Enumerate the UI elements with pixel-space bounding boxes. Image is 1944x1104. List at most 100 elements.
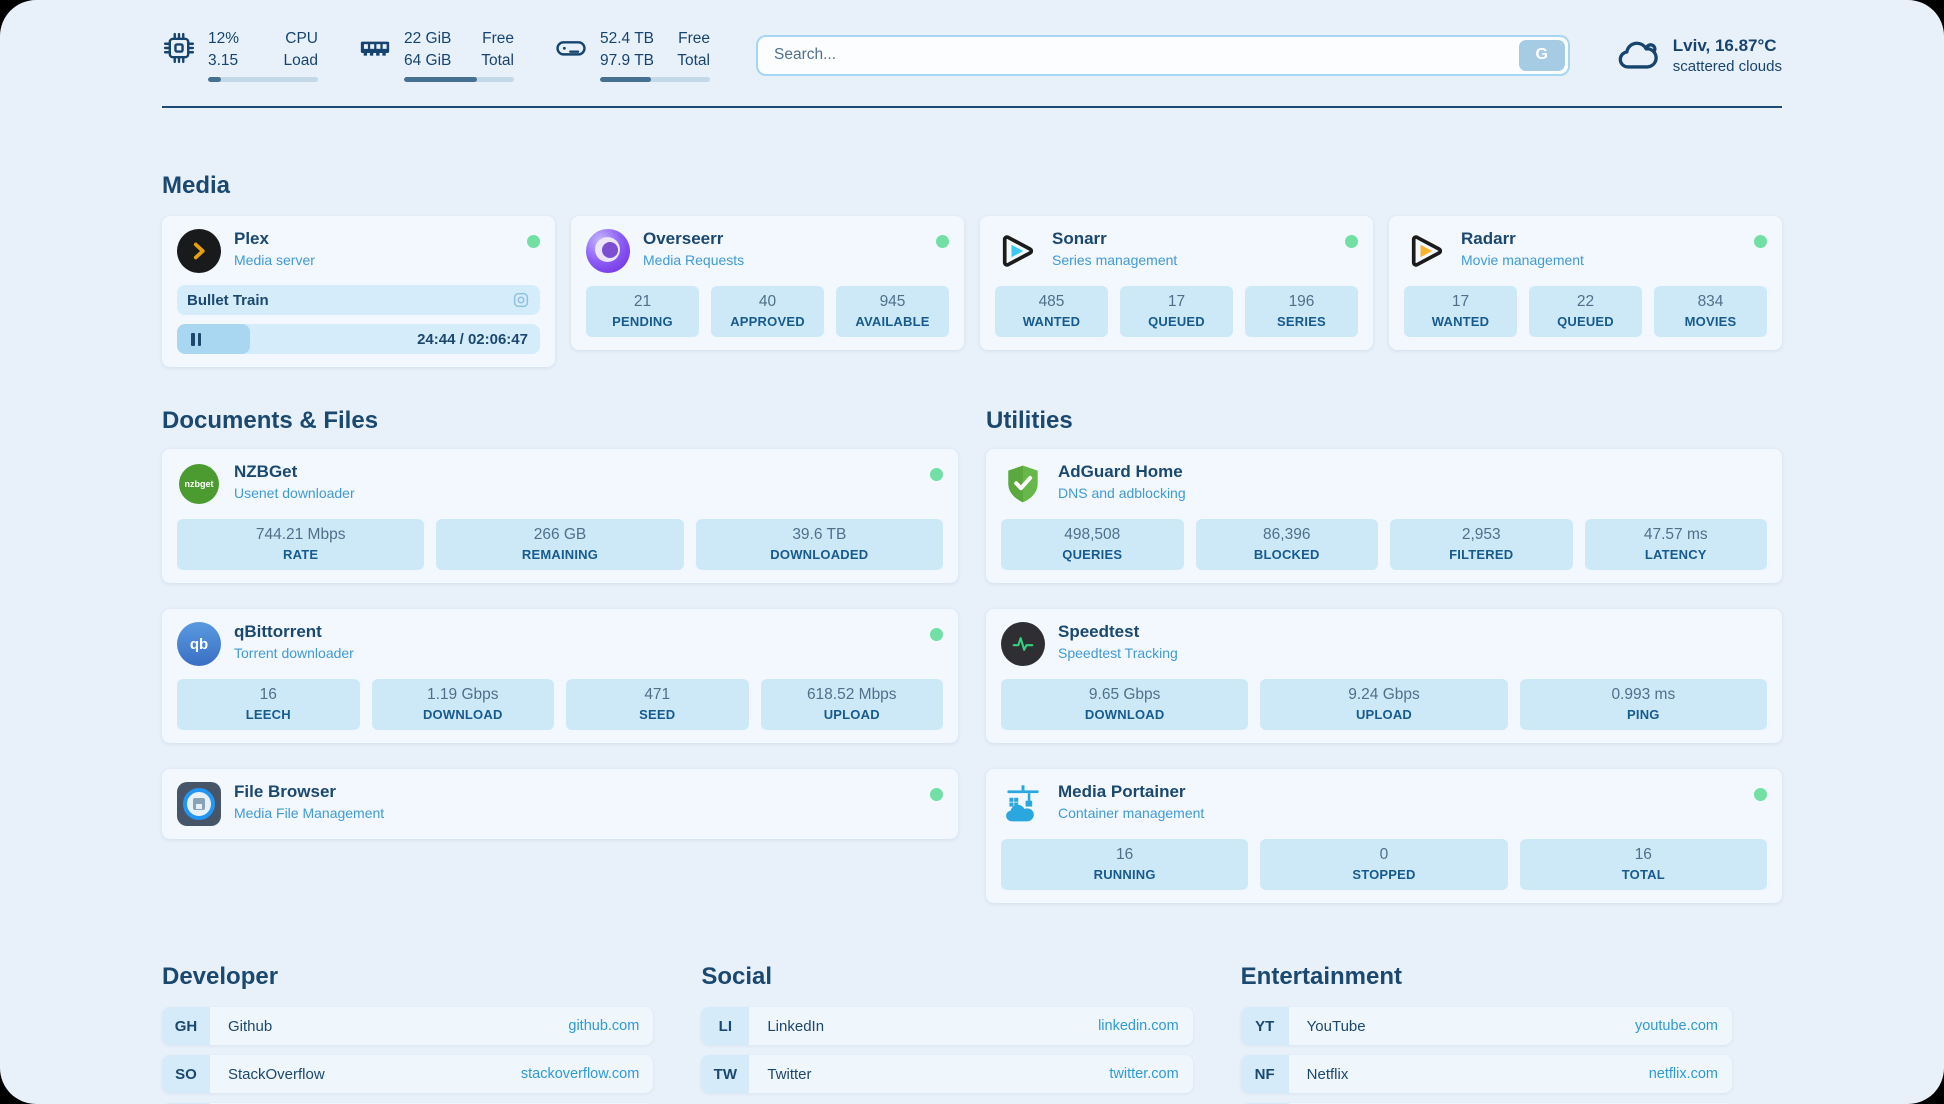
service-name: Speedtest (1058, 622, 1140, 642)
status-dot (936, 235, 949, 249)
radarr-icon (1404, 229, 1448, 273)
now-playing-row: Bullet Train (177, 285, 540, 316)
status-dot (1345, 235, 1358, 249)
service-card-overseerr[interactable]: Overseerr Media Requests 21 PENDING 40 A… (571, 216, 964, 351)
stat-movies: 834 MOVIES (1654, 286, 1767, 338)
service-card-filebrowser[interactable]: File Browser Media File Management (162, 769, 958, 840)
bookmark-abbr: NF (1240, 1055, 1289, 1094)
stat-remaining: 266 GB REMAINING (436, 519, 684, 571)
section-title-utilities: Utilities (986, 407, 1073, 435)
search-input[interactable] (756, 34, 1570, 76)
section-title-media: Media (162, 172, 231, 200)
bookmark-youtube[interactable]: YT YouTube youtube.com (1240, 1007, 1732, 1046)
bookmark-github[interactable]: GH Github github.com (162, 1007, 654, 1046)
bookmark-url: youtube.com (1634, 1018, 1718, 1035)
disk-widget: 52.4 TB 97.9 TB Free Total (554, 28, 710, 83)
service-name: NZBGet (234, 462, 298, 482)
cloud-icon (1618, 41, 1658, 69)
bookmark-url: stackoverflow.com (520, 1066, 640, 1083)
disk-total-value: 97.9 TB (600, 51, 655, 69)
section-title-documents: Documents & Files (162, 407, 379, 435)
disk-icon (556, 41, 586, 56)
bookmark-name: Github (228, 1017, 273, 1035)
service-card-qbittorrent[interactable]: qb qBittorrent Torrent downloader 16 LEE… (162, 609, 958, 744)
stat-download: 1.19 Gbps DOWNLOAD (371, 679, 554, 731)
stat-seed: 471 SEED (566, 679, 749, 731)
service-card-sonarr[interactable]: Sonarr Series management 485 WANTED 17 Q… (980, 216, 1373, 351)
service-card-nzbget[interactable]: nzbget NZBGet Usenet downloader 744.21 M… (162, 449, 958, 584)
bookmark-name: Twitter (767, 1065, 812, 1083)
sonarr-icon (995, 229, 1039, 273)
service-description: Usenet downloader (234, 485, 355, 502)
bookmark-twitter[interactable]: TW Twitter twitter.com (701, 1055, 1193, 1094)
overseerr-icon (586, 229, 630, 274)
service-name: qBittorrent (234, 622, 322, 642)
cpu-usage-label: CPU (285, 30, 318, 47)
stat-approved: 40 APPROVED (711, 286, 824, 338)
service-description: Media File Management (234, 805, 385, 822)
service-description: Torrent downloader (234, 645, 354, 662)
bookmark-name: YouTube (1306, 1017, 1366, 1035)
google-search-button[interactable]: G (1518, 39, 1565, 71)
status-dot (930, 468, 943, 482)
now-playing-progress: 24:44 / 02:06:47 (177, 324, 540, 355)
qbittorrent-icon: qb (177, 622, 221, 667)
now-playing-time: 24:44 / 02:06:47 (417, 330, 528, 348)
service-name: Plex (234, 229, 269, 249)
status-dot (930, 628, 943, 642)
stat-upload: 618.52 Mbps UPLOAD (760, 679, 943, 731)
stat-blocked: 86,396 BLOCKED (1195, 519, 1378, 571)
stat-wanted: 17 WANTED (1404, 286, 1517, 338)
stat-downloaded: 39.6 TB DOWNLOADED (695, 519, 943, 571)
documents-column: Documents & Files nzbget NZBGet Usenet d… (162, 407, 958, 840)
service-description: Media server (234, 252, 315, 269)
bookmark-abbr: TW (701, 1055, 750, 1094)
stat-total: 16 TOTAL (1519, 839, 1767, 891)
service-name: Radarr (1461, 229, 1516, 249)
weather-location-temp: Lviv, 16.87°C (1672, 35, 1777, 55)
bookmark-linkedin[interactable]: LI LinkedIn linkedin.com (701, 1007, 1193, 1046)
memory-icon (360, 41, 390, 56)
service-description: Container management (1058, 805, 1205, 822)
bookmark-url: linkedin.com (1098, 1018, 1179, 1035)
stat-running: 16 RUNNING (1001, 839, 1249, 891)
bookmark-netflix[interactable]: NF Netflix netflix.com (1240, 1055, 1732, 1094)
service-card-adguard[interactable]: AdGuard Home DNS and adblocking 498,508 … (986, 449, 1782, 584)
cpu-usage-value: 12% (208, 30, 240, 47)
service-card-plex[interactable]: Plex Media server Bullet Train 24:44 / 0 (162, 216, 555, 368)
stat-wanted: 485 WANTED (995, 286, 1108, 338)
bookmarks-developer: Developer GH Github github.com SO StackO… (162, 963, 654, 1104)
stat-series: 196 SERIES (1245, 286, 1358, 338)
bookmark-stackoverflow[interactable]: SO StackOverflow stackoverflow.com (162, 1055, 654, 1094)
cpu-load-label: Load (283, 51, 318, 69)
adguard-icon (1001, 462, 1045, 506)
service-description: DNS and adblocking (1058, 485, 1186, 502)
stat-queries: 498,508 QUERIES (1001, 519, 1184, 571)
plex-icon (177, 229, 221, 274)
service-card-portainer[interactable]: Media Portainer Container management 16 … (986, 769, 1782, 904)
memory-free-value: 22 GiB (404, 30, 452, 47)
nzbget-icon: nzbget (179, 464, 219, 505)
service-description: Series management (1052, 252, 1178, 269)
memory-total-label: Total (481, 51, 514, 69)
stat-queued: 17 QUEUED (1120, 286, 1233, 338)
service-card-radarr[interactable]: Radarr Movie management 17 WANTED 22 QUE… (1389, 216, 1782, 351)
stat-leech: 16 LEECH (177, 679, 360, 731)
service-name: Overseerr (643, 229, 724, 249)
cpu-widget: 12% 3.15 CPU Load (162, 28, 318, 83)
memory-widget: 22 GiB 64 GiB Free Total (358, 28, 514, 83)
bookmark-url: twitter.com (1109, 1066, 1179, 1083)
stat-upload: 9.24 Gbps UPLOAD (1260, 679, 1508, 731)
stat-available: 945 AVAILABLE (836, 286, 949, 338)
portainer-icon (1001, 782, 1045, 826)
stat-stopped: 0 STOPPED (1260, 839, 1508, 891)
service-card-speedtest[interactable]: Speedtest Speedtest Tracking 9.65 Gbps D… (986, 609, 1782, 744)
bookmark-url: netflix.com (1648, 1066, 1718, 1083)
status-dot (1754, 788, 1767, 802)
stat-filtered: 2,953 FILTERED (1390, 519, 1573, 571)
status-dot (1754, 235, 1767, 249)
stat-queued: 22 QUEUED (1529, 286, 1642, 338)
bookmark-url: github.com (568, 1018, 640, 1035)
status-dot (930, 788, 943, 802)
